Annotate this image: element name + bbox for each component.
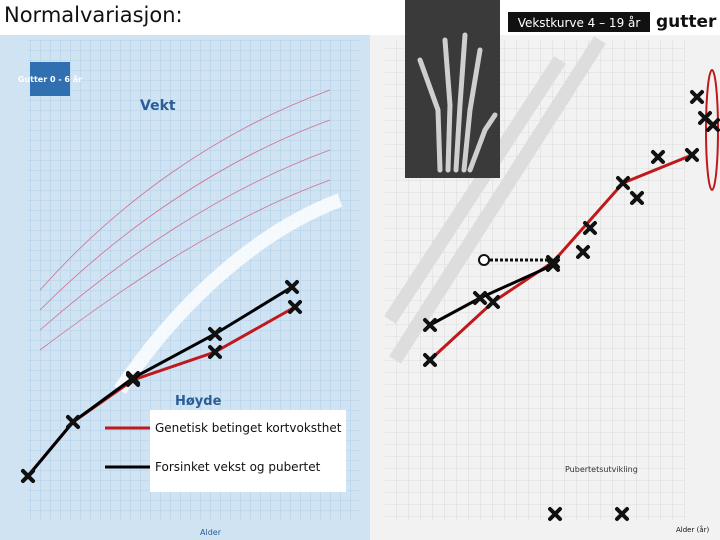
x-marker bbox=[486, 295, 500, 309]
x-marker bbox=[583, 221, 597, 235]
x-marker bbox=[423, 353, 437, 367]
right-growth-chart: Vekstkurve 4 – 19 år gutter Pubertetsutv… bbox=[370, 0, 720, 540]
hand-bones bbox=[417, 32, 498, 173]
x-marker bbox=[615, 507, 629, 521]
band bbox=[384, 36, 606, 364]
x-marker bbox=[208, 327, 222, 341]
x-marker bbox=[66, 415, 80, 429]
weight-label: Vekt bbox=[140, 98, 176, 114]
label-box bbox=[30, 62, 70, 96]
x-marker bbox=[423, 318, 437, 332]
x-marker bbox=[685, 148, 699, 162]
legend: Genetisk betinget kortvoksthet Forsinket … bbox=[105, 410, 346, 492]
x-marker bbox=[616, 176, 630, 190]
x-marker bbox=[285, 280, 299, 294]
x-marker bbox=[473, 291, 487, 305]
x-marker bbox=[690, 90, 704, 104]
x-marker bbox=[208, 345, 222, 359]
legend-box bbox=[150, 410, 346, 492]
x-marker bbox=[21, 469, 35, 483]
percentile-curves bbox=[39, 89, 331, 351]
x-marker bbox=[651, 150, 665, 164]
height-label: Høyde bbox=[175, 394, 222, 409]
header-box bbox=[508, 12, 650, 32]
x-marker bbox=[576, 245, 590, 259]
x-axis-label: Alder (år) bbox=[676, 525, 709, 534]
open-marker bbox=[478, 254, 490, 266]
gender-label: gutter bbox=[656, 12, 717, 32]
right-chart-title: Vekstkurve 4 – 19 år bbox=[518, 16, 641, 30]
puberty-label: Pubertetsutvikling bbox=[565, 465, 638, 474]
band bbox=[114, 193, 343, 394]
x-marker bbox=[706, 118, 720, 132]
x-marker bbox=[126, 371, 140, 385]
x-marker bbox=[630, 191, 644, 205]
x-marker bbox=[288, 300, 302, 314]
slide-title: Normalvariasjon: bbox=[4, 3, 183, 27]
overlay bbox=[21, 90, 720, 521]
xray-image bbox=[405, 0, 500, 178]
legend-label: Forsinket vekst og pubertet bbox=[155, 460, 321, 474]
legend-label: Genetisk betinget kortvoksthet bbox=[155, 421, 342, 435]
x-marker bbox=[548, 507, 562, 521]
box-label: Gutter 0 - 6 år bbox=[18, 74, 82, 84]
x-marker bbox=[546, 258, 560, 272]
x-axis-label: Alder bbox=[200, 528, 222, 537]
